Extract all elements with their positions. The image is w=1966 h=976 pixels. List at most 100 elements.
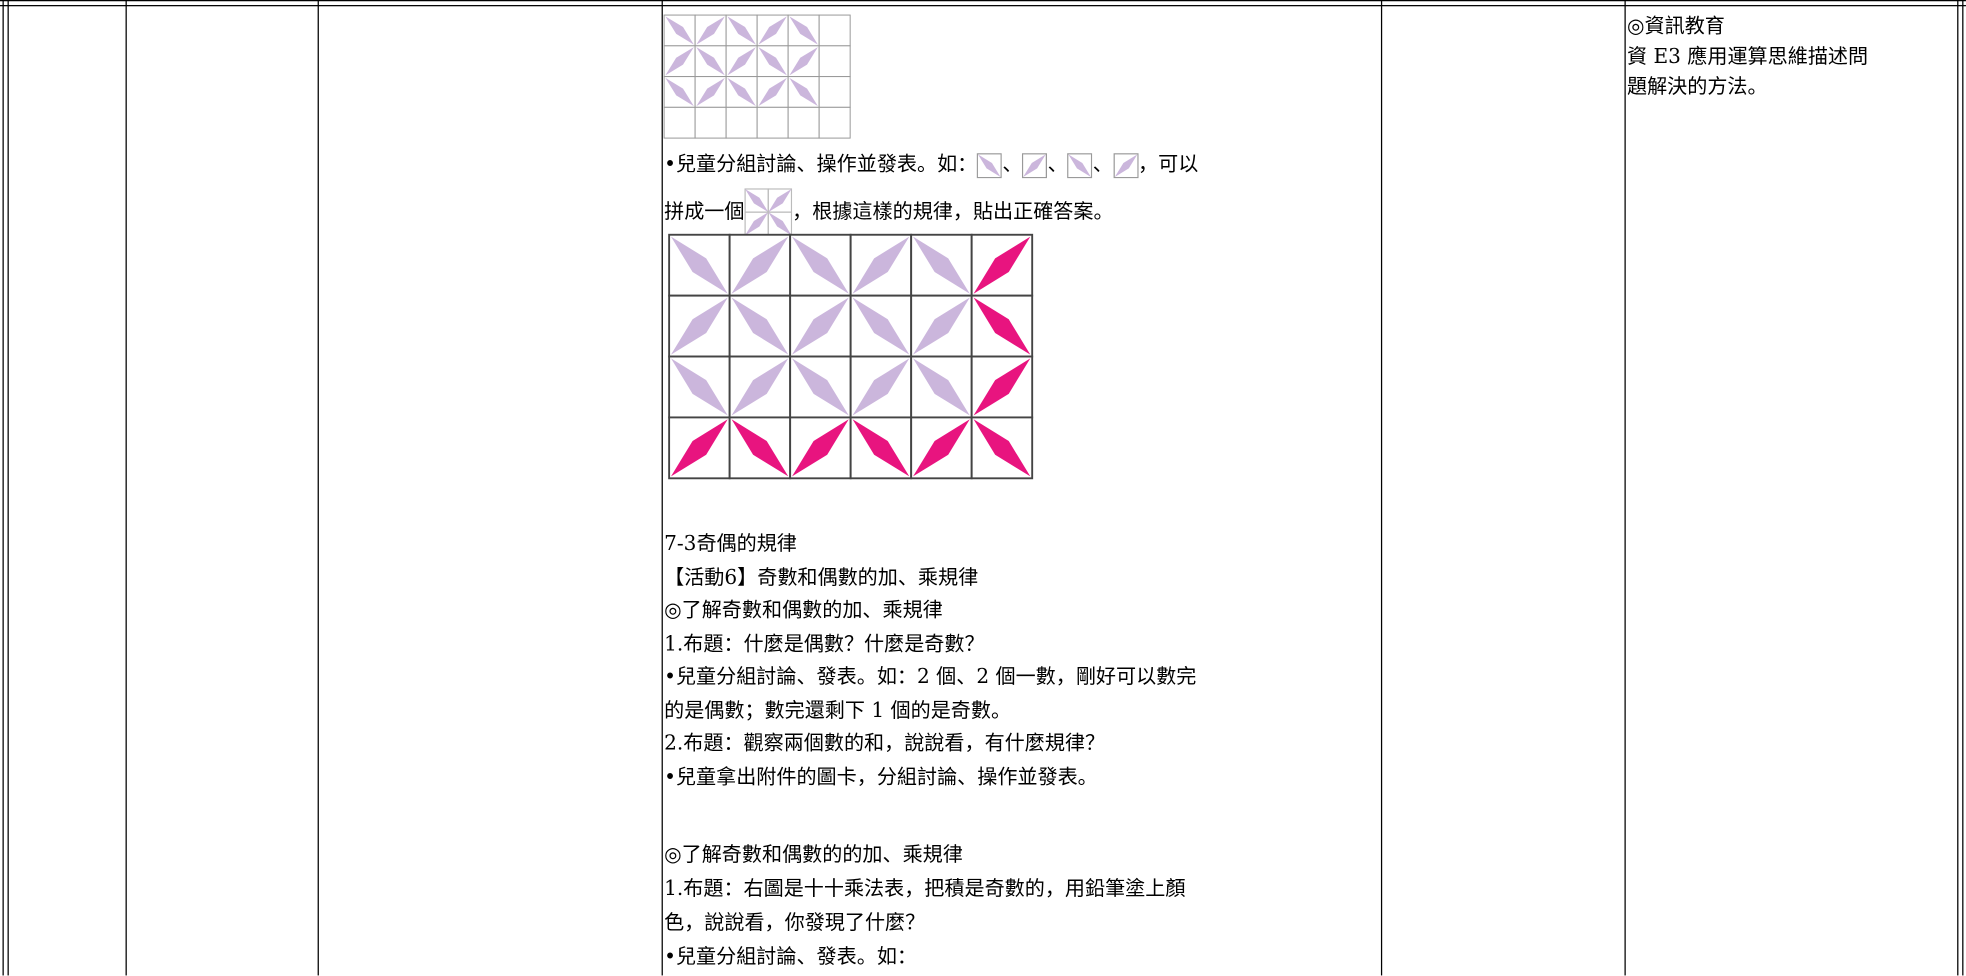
tile-shape	[792, 419, 849, 477]
tile-shape	[745, 188, 769, 213]
table-border	[2, 0, 4, 976]
tile-cell	[818, 45, 851, 78]
text-line: 題解決的方法。	[1626, 74, 1768, 98]
tile-shape	[671, 419, 728, 477]
tile-cell	[818, 106, 851, 139]
tile-icon	[1067, 152, 1093, 178]
tile-shape	[852, 419, 910, 477]
tile-cell	[818, 76, 851, 108]
tile-shape	[792, 358, 849, 416]
tile-shape	[696, 47, 725, 76]
tile-cell	[787, 106, 820, 139]
text: ，根據這樣的規律，貼出正確答案。	[792, 198, 1114, 223]
tile-shape	[789, 47, 818, 76]
text: 、	[1092, 151, 1113, 176]
table-border	[7, 0, 9, 976]
text: 、	[1002, 151, 1023, 176]
text-block: ◎資訊教育資 E3 應用運算思維描述問 題解決的方法。	[1627, 11, 1868, 101]
text-line: 1.布題：什麼是偶數？什麼是奇數？	[664, 630, 985, 655]
tile-shape	[665, 77, 694, 107]
text: 、	[1047, 151, 1068, 176]
text: •兒童分組討論、操作並發表。如：	[664, 151, 978, 176]
tile-cell	[694, 106, 727, 139]
column-border	[661, 0, 663, 976]
tile-shape	[696, 16, 725, 45]
text-line: 色，說說看，你發現了什麼？	[664, 910, 926, 935]
tile-shape	[768, 188, 792, 213]
text-line: ◎了解奇數和偶數的的加、乘規律	[664, 842, 963, 867]
text-line: 資 E3 應用運算思維描述問	[1626, 43, 1869, 68]
table-border	[1962, 0, 1964, 976]
text-line: ◎了解奇數和偶數的加、乘規律	[664, 597, 943, 622]
text-line: ◎資訊教育	[1626, 13, 1725, 38]
tile-shape	[852, 236, 910, 294]
tile-icon	[977, 152, 1003, 178]
tile-shape	[671, 236, 728, 294]
tile-shape	[978, 153, 1002, 177]
tile-cell	[818, 14, 851, 47]
text-line: 7-3奇偶的規律	[664, 531, 797, 555]
tile-shape	[1068, 153, 1092, 177]
tile-shape	[727, 16, 756, 45]
column-border	[1624, 0, 1626, 976]
text: 拼成一個	[664, 198, 745, 223]
tile-shape	[731, 419, 789, 477]
tile-shape	[973, 297, 1031, 355]
tile-icon	[1112, 152, 1139, 178]
text-line: 拼成一個 ，根據這樣的規律，貼出正確答案。	[664, 188, 1114, 237]
tile-shape	[665, 16, 694, 45]
tile-shape	[665, 47, 694, 76]
tile-shape	[758, 47, 787, 76]
tile-shape	[731, 236, 789, 294]
tile-shape	[789, 77, 818, 107]
tile-shape	[731, 358, 789, 416]
tile-shape	[973, 358, 1031, 416]
text-line: •兒童分組討論、發表。如：	[664, 944, 918, 968]
table-border	[0, 0, 1966, 2]
column-border	[317, 0, 319, 976]
table-border	[1957, 0, 1959, 976]
tile-shape	[768, 212, 792, 236]
tile-icon	[1022, 152, 1048, 178]
table-border	[0, 5, 1966, 7]
tile-shape	[758, 16, 787, 45]
tile-shape	[913, 236, 970, 294]
tile-shape	[973, 419, 1031, 477]
text-line: 1.布題：右圖是十十乘法表，把積是奇數的，用鉛筆塗上顏	[664, 876, 1186, 901]
text-line: 的是偶數；數完還剩下 1 個的是奇數。	[664, 697, 1012, 722]
text-line: •兒童分組討論、操作並發表。如：、、、，可以	[664, 147, 1198, 178]
tile-shape	[671, 297, 728, 355]
text-block: ◎了解奇數和偶數的的加、乘規律 1.布題：右圖是十十乘法表，把積是奇數的，用鉛筆塗…	[664, 837, 1185, 973]
tile-shape	[1023, 153, 1047, 177]
tile-shape	[913, 358, 970, 416]
tile-shape	[789, 16, 818, 45]
tile-shape	[852, 358, 910, 416]
tile-cell	[756, 106, 789, 139]
column-border	[125, 0, 127, 976]
text: ，可以	[1138, 151, 1199, 176]
text-line: 2.布題：觀察兩個數的和，說說看，有什麼規律？	[664, 730, 1106, 755]
tile-shape	[671, 358, 728, 416]
tile-shape	[792, 236, 849, 294]
tile-shape	[727, 77, 756, 107]
tile-shape	[1114, 153, 1137, 177]
tile-shape	[745, 212, 769, 236]
tile-shape	[696, 77, 725, 107]
text-line: •兒童拿出附件的圖卡，分組討論、操作並發表。	[664, 763, 1098, 788]
text-block: 7-3奇偶的規律【活動6】奇數和偶數的加、乘規律 ◎了解奇數和偶數的加、乘規律 1.…	[664, 527, 1196, 793]
tile-shape	[758, 77, 787, 107]
tile-grid	[663, 14, 851, 139]
tile-shape	[913, 297, 970, 355]
tile-shape	[792, 297, 849, 355]
tile-cell	[725, 106, 758, 139]
text-line: •兒童分組討論、發表。如：2 個、2 個一數，剛好可以數完	[664, 664, 1197, 688]
tile-shape	[727, 47, 756, 76]
column-border	[1380, 0, 1383, 976]
tile-shape	[731, 297, 789, 355]
text-line: 【活動6】奇數和偶數的加、乘規律	[664, 564, 979, 589]
tile-grid	[668, 233, 1034, 480]
tile-cell	[663, 106, 696, 139]
tile-shape	[852, 297, 910, 355]
